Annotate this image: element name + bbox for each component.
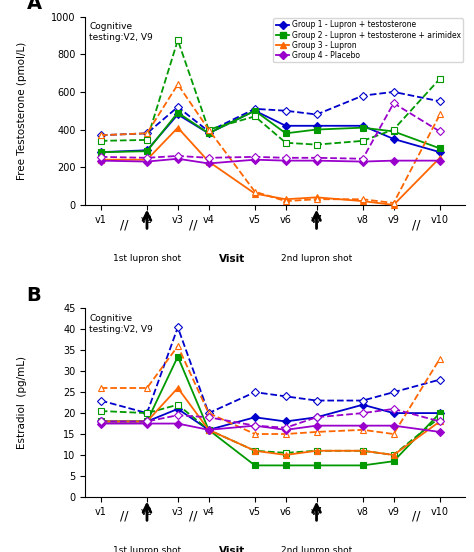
Text: //: // [119, 218, 128, 231]
Text: A: A [27, 0, 42, 13]
Text: Visit: Visit [219, 546, 245, 552]
Text: //: // [412, 218, 421, 231]
Text: //: // [189, 218, 198, 231]
Text: //: // [189, 510, 198, 523]
Text: //: // [119, 510, 128, 523]
Text: 1st lupron shot: 1st lupron shot [113, 546, 181, 552]
Text: 2nd lupron shot: 2nd lupron shot [281, 546, 352, 552]
Legend: Group 1 - Lupron + testosterone, Group 2 - Lupron + testosterone + arimidex, Gro: Group 1 - Lupron + testosterone, Group 2… [273, 18, 463, 62]
Text: 1st lupron shot: 1st lupron shot [113, 254, 181, 263]
Text: //: // [412, 510, 421, 523]
Text: 2nd lupron shot: 2nd lupron shot [281, 254, 352, 263]
Y-axis label: Free Testosterone (pmol/L): Free Testosterone (pmol/L) [17, 41, 27, 180]
Text: Cognitive
testing:V2, V9: Cognitive testing:V2, V9 [89, 314, 153, 333]
Text: Visit: Visit [219, 254, 245, 264]
Text: Cognitive
testing:V2, V9: Cognitive testing:V2, V9 [89, 22, 153, 41]
Text: B: B [27, 286, 41, 305]
Y-axis label: Estradiol  (pg/mL): Estradiol (pg/mL) [17, 356, 27, 449]
